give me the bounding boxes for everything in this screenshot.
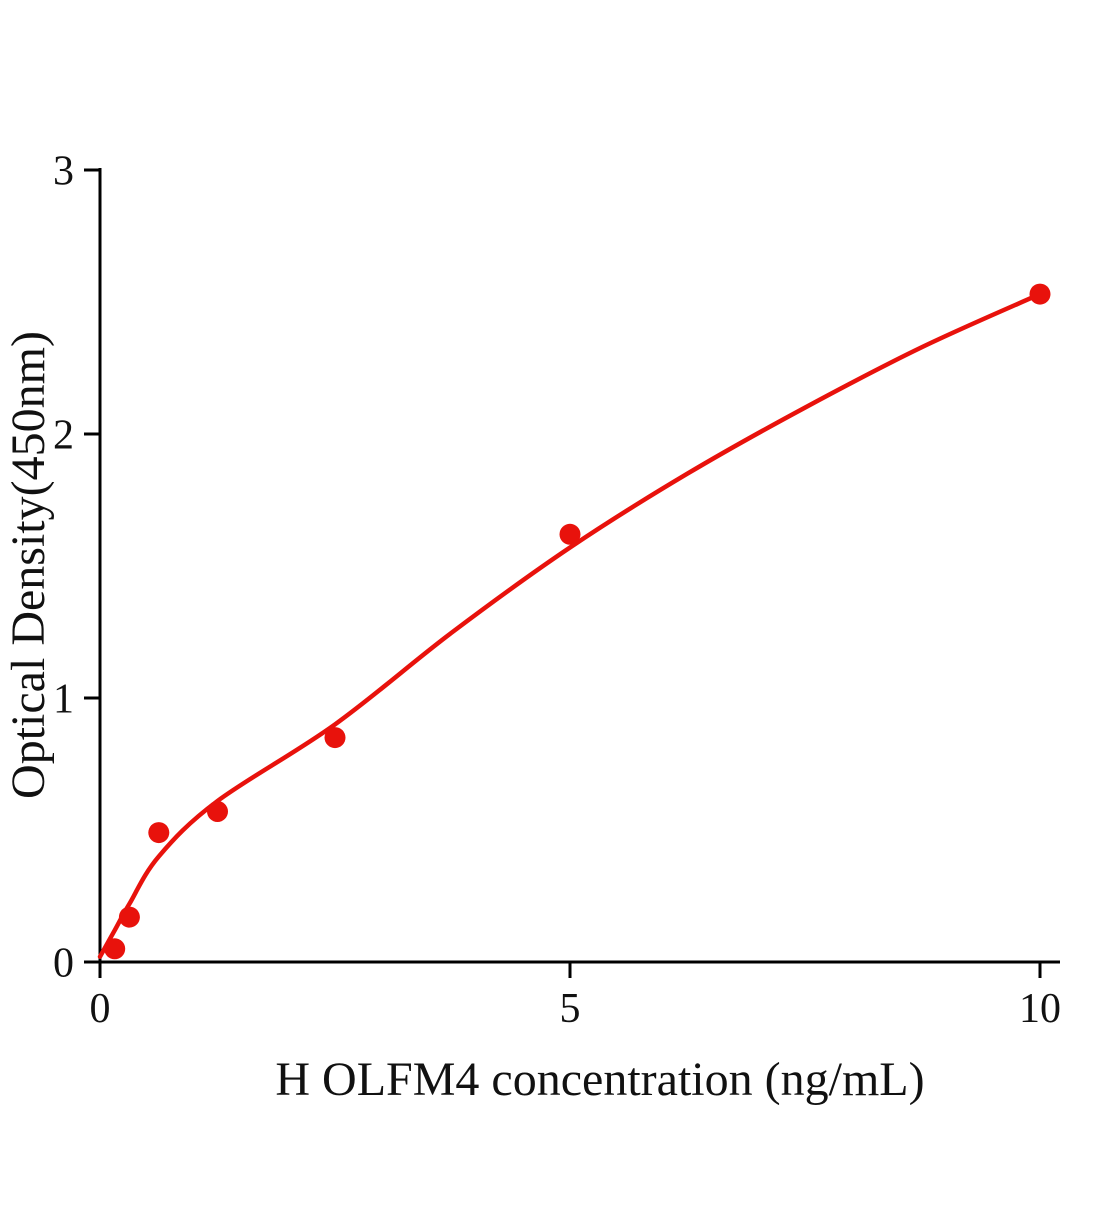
x-tick-label: 5 (560, 986, 581, 1032)
x-axis-label: H OLFM4 concentration (ng/mL) (275, 1053, 924, 1106)
data-point (324, 727, 346, 749)
data-point (148, 822, 170, 844)
data-point (118, 906, 140, 928)
data-point (104, 938, 126, 960)
y-tick-label: 0 (53, 940, 74, 986)
plot-layer: 0 5 10 0 1 2 3 (53, 148, 1061, 1032)
data-point (559, 523, 581, 545)
x-tick-label: 10 (1019, 986, 1061, 1032)
x-tick-label: 0 (90, 986, 111, 1032)
fit-curve (97, 291, 1043, 959)
data-point (207, 801, 228, 822)
y-tick-label: 2 (53, 412, 74, 458)
y-tick-label: 1 (53, 676, 74, 722)
y-tick-label: 3 (53, 148, 74, 194)
y-axis-label: Optical Density(450nm) (2, 331, 55, 799)
data-point (1029, 283, 1051, 305)
